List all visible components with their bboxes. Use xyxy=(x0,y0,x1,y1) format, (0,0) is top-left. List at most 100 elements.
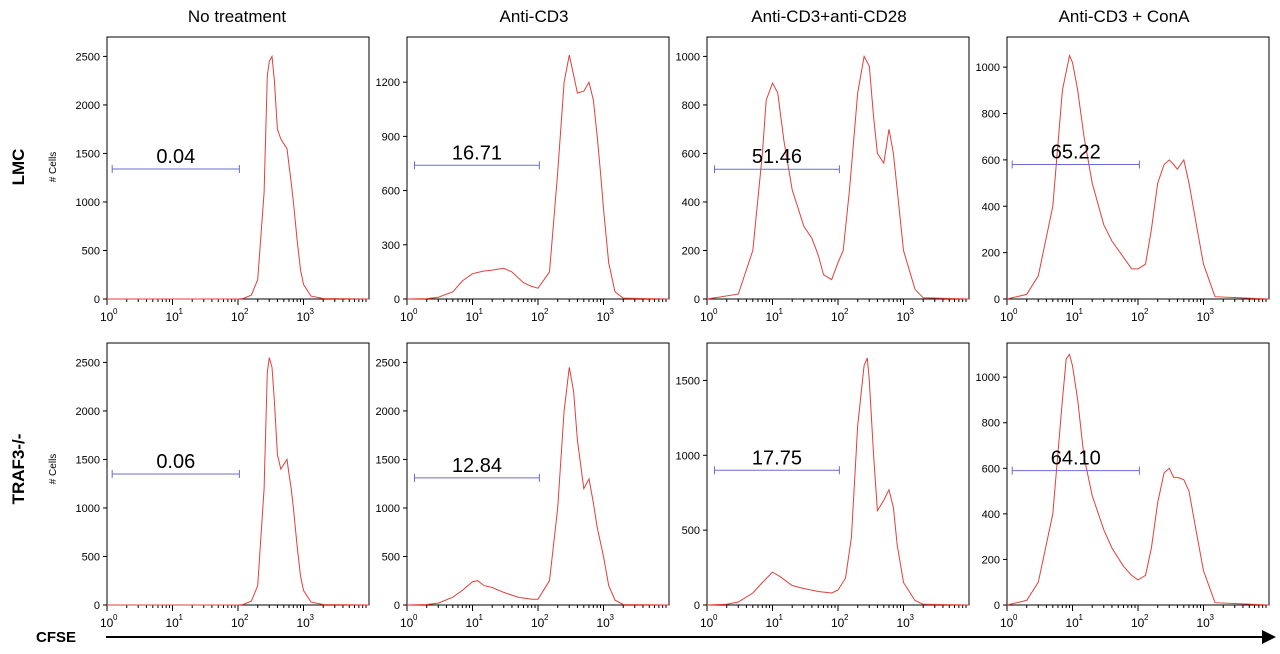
row-label-group-traf3: TRAF3-/- # Cells xyxy=(9,434,59,505)
x-tick-label: 10 xyxy=(531,310,545,324)
y-tick-label: 600 xyxy=(682,148,700,160)
x-tick-exponent: 0 xyxy=(413,307,418,316)
plot-frame xyxy=(106,36,370,300)
x-tick-exponent: 1 xyxy=(179,613,184,622)
y-tick-label: 0 xyxy=(994,294,1000,306)
y-tick-label: 1000 xyxy=(76,197,100,209)
y-tick-label: 500 xyxy=(82,551,100,563)
plot-frame xyxy=(1006,36,1270,300)
x-tick-exponent: 3 xyxy=(910,307,915,316)
x-tick-label: 10 xyxy=(166,310,180,324)
y-tick-label: 800 xyxy=(682,100,700,112)
y-tick-label: 0 xyxy=(94,600,100,612)
histogram-curve xyxy=(107,54,370,300)
x-tick-label: 10 xyxy=(297,616,311,630)
y-tick-label: 1500 xyxy=(76,454,100,466)
x-tick-label: 10 xyxy=(100,616,114,630)
x-tick-label: 10 xyxy=(466,310,480,324)
x-tick-label: 10 xyxy=(897,310,911,324)
x-tick-exponent: 3 xyxy=(310,307,315,316)
x-tick-exponent: 1 xyxy=(779,307,784,316)
histogram-curve xyxy=(1006,353,1270,606)
x-tick-exponent: 0 xyxy=(113,613,118,622)
x-tick-exponent: 1 xyxy=(1079,307,1084,316)
y-tick-label: 2000 xyxy=(76,406,100,418)
y-tick-label: 600 xyxy=(982,155,1000,167)
x-tick-exponent: 2 xyxy=(1144,613,1149,622)
y-tick-label: 1000 xyxy=(976,62,1000,74)
y-tick-label: 300 xyxy=(382,240,400,252)
y-tick-label: 1200 xyxy=(376,77,400,89)
x-tick-exponent: 0 xyxy=(1013,307,1018,316)
x-tick-exponent: 1 xyxy=(479,307,484,316)
y-tick-label: 1000 xyxy=(376,503,400,515)
x-tick-label: 10 xyxy=(831,616,845,630)
histogram-curve xyxy=(107,357,370,606)
y-tick-label: 0 xyxy=(394,294,400,306)
cfse-axis-label: CFSE xyxy=(36,629,76,646)
plot-frame xyxy=(706,342,970,606)
y-axis-label-lmc: # Cells xyxy=(48,152,59,183)
y-tick-label: 2500 xyxy=(76,357,100,369)
plot-frame xyxy=(406,342,670,606)
gate-percentage-label: 64.10 xyxy=(1051,448,1101,470)
x-tick-exponent: 0 xyxy=(113,307,118,316)
x-tick-exponent: 0 xyxy=(713,613,718,622)
x-tick-exponent: 1 xyxy=(479,613,484,622)
x-tick-exponent: 2 xyxy=(844,307,849,316)
column-title-anti-cd3-anti-cd28: Anti-CD3+anti-CD28 xyxy=(751,7,906,26)
gate-percentage-label: 0.04 xyxy=(156,146,195,168)
gate-percentage-label: 65.22 xyxy=(1051,142,1101,164)
gate-percentage-label: 0.06 xyxy=(156,451,195,473)
x-tick-exponent: 0 xyxy=(713,307,718,316)
x-tick-label: 10 xyxy=(597,616,611,630)
y-tick-label: 800 xyxy=(982,109,1000,121)
column-title-anti-cd3-cona: Anti-CD3 + ConA xyxy=(1059,7,1191,26)
x-tick-exponent: 2 xyxy=(844,613,849,622)
y-tick-label: 1000 xyxy=(976,372,1000,384)
y-tick-label: 600 xyxy=(982,463,1000,475)
x-tick-label: 10 xyxy=(597,310,611,324)
y-tick-label: 1000 xyxy=(676,51,700,63)
y-tick-label: 200 xyxy=(682,245,700,257)
x-tick-label: 10 xyxy=(400,310,414,324)
y-tick-label: 900 xyxy=(382,131,400,143)
column-title-anti-cd3: Anti-CD3 xyxy=(500,7,569,26)
x-tick-exponent: 3 xyxy=(610,307,615,316)
y-tick-label: 2500 xyxy=(376,357,400,369)
x-tick-label: 10 xyxy=(400,616,414,630)
x-tick-label: 10 xyxy=(100,310,114,324)
y-tick-label: 0 xyxy=(694,294,700,306)
y-tick-label: 2000 xyxy=(76,100,100,112)
x-tick-exponent: 2 xyxy=(244,307,249,316)
x-tick-label: 10 xyxy=(166,616,180,630)
x-tick-label: 10 xyxy=(700,310,714,324)
y-tick-label: 500 xyxy=(682,525,700,537)
x-tick-label: 10 xyxy=(1066,310,1080,324)
y-tick-label: 600 xyxy=(382,186,400,198)
y-tick-label: 2000 xyxy=(376,406,400,418)
x-tick-label: 10 xyxy=(297,310,311,324)
histogram-curve xyxy=(406,54,670,300)
x-tick-label: 10 xyxy=(766,616,780,630)
column-title-no-treatment: No treatment xyxy=(188,7,287,26)
x-tick-exponent: 1 xyxy=(179,307,184,316)
x-tick-label: 10 xyxy=(1131,616,1145,630)
y-tick-label: 0 xyxy=(694,600,700,612)
x-tick-exponent: 0 xyxy=(1013,613,1018,622)
y-tick-label: 2500 xyxy=(76,51,100,63)
gate-percentage-label: 17.75 xyxy=(752,447,802,469)
x-tick-label: 10 xyxy=(700,616,714,630)
x-tick-exponent: 2 xyxy=(1144,307,1149,316)
x-tick-exponent: 2 xyxy=(244,613,249,622)
gate-percentage-label: 16.71 xyxy=(452,142,502,164)
row-label-traf3: TRAF3-/- xyxy=(9,434,28,505)
x-tick-exponent: 3 xyxy=(1210,613,1215,622)
